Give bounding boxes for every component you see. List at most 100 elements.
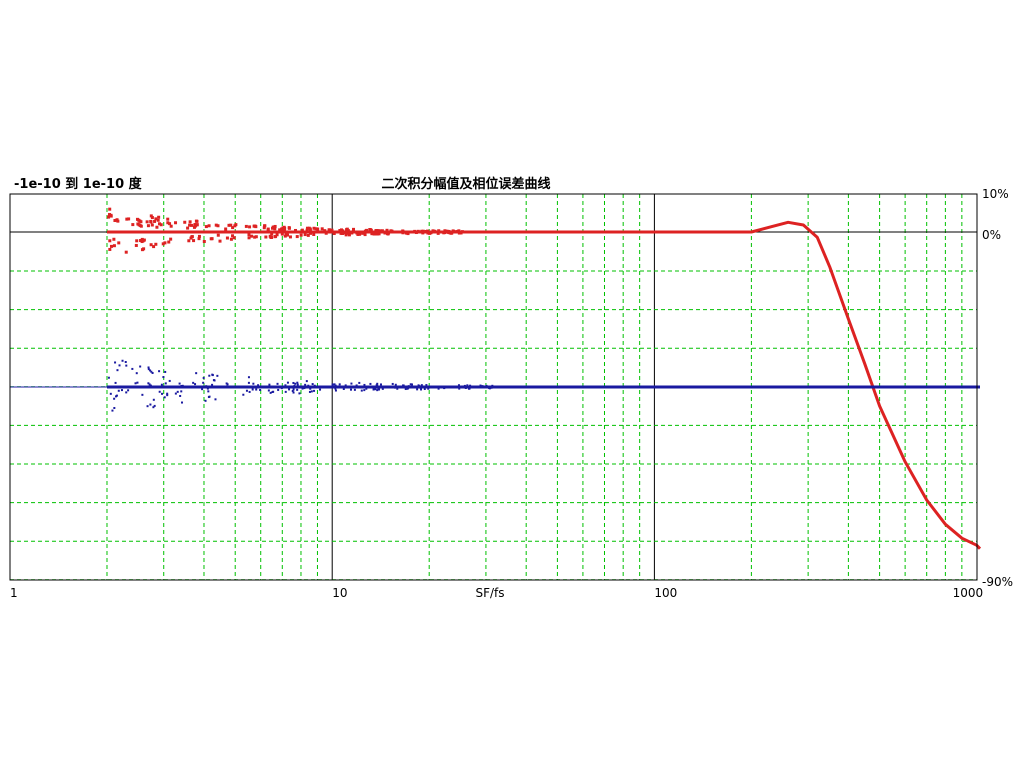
phase-noise-point	[404, 388, 407, 391]
phase-noise-point	[308, 390, 311, 393]
amplitude-noise-point	[153, 219, 157, 223]
phase-noise-point	[213, 379, 216, 382]
amplitude-noise-point	[189, 236, 193, 240]
phase-noise-point	[181, 401, 184, 404]
phase-noise-point	[292, 391, 295, 394]
amplitude-noise-point	[125, 217, 129, 221]
amplitude-noise-point	[152, 245, 156, 249]
phase-noise-point	[298, 392, 301, 395]
amplitude-noise-point	[127, 217, 131, 221]
amplitude-noise-point	[195, 223, 199, 227]
phase-noise-point	[178, 382, 181, 385]
phase-noise-point	[437, 387, 440, 390]
phase-noise-point	[296, 381, 299, 384]
phase-noise-point	[194, 383, 197, 386]
phase-noise-point	[211, 383, 214, 386]
amplitude-noise-point	[216, 224, 220, 228]
phase-noise-point	[152, 398, 155, 401]
amplitude-noise-point	[188, 220, 192, 224]
phase-noise-point	[150, 370, 153, 373]
phase-noise-point	[158, 370, 161, 373]
amplitude-noise-point	[207, 224, 211, 228]
phase-noise-point	[113, 397, 116, 400]
amplitude-noise-point	[266, 227, 270, 231]
amplitude-noise-point	[406, 232, 410, 236]
amplitude-noise-point	[287, 226, 291, 230]
amplitude-noise-point	[107, 215, 111, 219]
amplitude-noise-point	[320, 227, 324, 231]
phase-noise-point	[206, 387, 209, 390]
amplitude-noise-point	[347, 233, 351, 237]
phase-noise-point	[247, 381, 250, 384]
phase-noise-point	[121, 359, 124, 362]
amplitude-noise-point	[145, 220, 149, 224]
amplitude-noise-point	[370, 232, 374, 236]
phase-noise-point	[333, 383, 336, 386]
phase-noise-point	[277, 388, 280, 391]
amplitude-noise-point	[117, 241, 121, 245]
phase-noise-point	[410, 383, 413, 386]
chart-title: 二次积分幅值及相位误差曲线	[381, 176, 550, 192]
phase-noise-point	[363, 383, 366, 386]
amplitude-noise-point	[139, 239, 143, 243]
amplitude-noise-point	[305, 228, 309, 232]
amplitude-noise-point	[271, 225, 275, 229]
phase-noise-point	[208, 395, 211, 398]
phase-noise-point	[114, 381, 117, 384]
phase-noise-point	[269, 391, 272, 394]
amplitude-noise-point	[169, 224, 173, 228]
amplitude-noise-point	[124, 250, 128, 254]
phase-noise-point	[420, 388, 423, 391]
phase-noise-point	[153, 404, 156, 407]
amplitude-noise-point	[108, 207, 112, 211]
amplitude-noise-point	[231, 226, 235, 230]
amplitude-noise-point	[262, 226, 266, 230]
amplitude-noise-point	[288, 235, 292, 239]
y-tick-label: -90%	[982, 575, 1013, 589]
phase-noise-point	[147, 366, 150, 369]
phase-noise-point	[214, 398, 217, 401]
amplitude-noise-point	[155, 225, 159, 229]
phase-noise-point	[259, 389, 262, 392]
phase-noise-point	[396, 387, 399, 390]
phase-noise-point	[360, 389, 363, 392]
phase-noise-point	[457, 384, 460, 387]
phase-noise-point	[216, 374, 219, 377]
amplitude-noise-point	[108, 213, 112, 217]
phase-noise-point	[134, 382, 137, 385]
phase-noise-point	[242, 393, 245, 396]
amplitude-noise-point	[386, 232, 390, 236]
phase-noise-point	[120, 389, 123, 392]
amplitude-noise-point	[295, 235, 299, 239]
amplitude-noise-point	[280, 232, 284, 236]
amplitude-noise-point	[233, 224, 237, 228]
amplitude-noise-point	[112, 237, 116, 241]
x-axis-label: SF/fs	[475, 586, 504, 600]
amplitude-noise-point	[231, 234, 235, 238]
phase-noise-point	[342, 387, 345, 390]
amplitude-noise-point	[273, 224, 277, 228]
amplitude-noise-point	[159, 223, 163, 227]
phase-noise-point	[358, 381, 361, 384]
amplitude-noise-point	[150, 216, 154, 220]
phase-noise-point	[204, 399, 207, 402]
amplitude-noise-point	[161, 242, 165, 246]
phase-noise-point	[391, 382, 394, 385]
phase-noise-point	[334, 387, 337, 390]
phase-noise-point	[379, 383, 382, 386]
phase-noise-point	[201, 388, 204, 391]
amplitude-noise-point	[190, 223, 194, 227]
phase-noise-point	[394, 383, 397, 386]
phase-noise-point	[425, 384, 428, 387]
phase-noise-point	[226, 383, 229, 386]
amplitude-noise-point	[139, 220, 143, 224]
amplitude-noise-point	[314, 227, 318, 231]
amplitude-noise-point	[344, 233, 348, 237]
phase-noise-point	[311, 383, 314, 386]
amplitude-noise-point	[270, 232, 274, 236]
phase-noise-point	[353, 388, 356, 391]
phase-noise-point	[363, 389, 366, 392]
phase-noise-point	[331, 383, 334, 386]
amplitude-noise-point	[232, 236, 236, 240]
